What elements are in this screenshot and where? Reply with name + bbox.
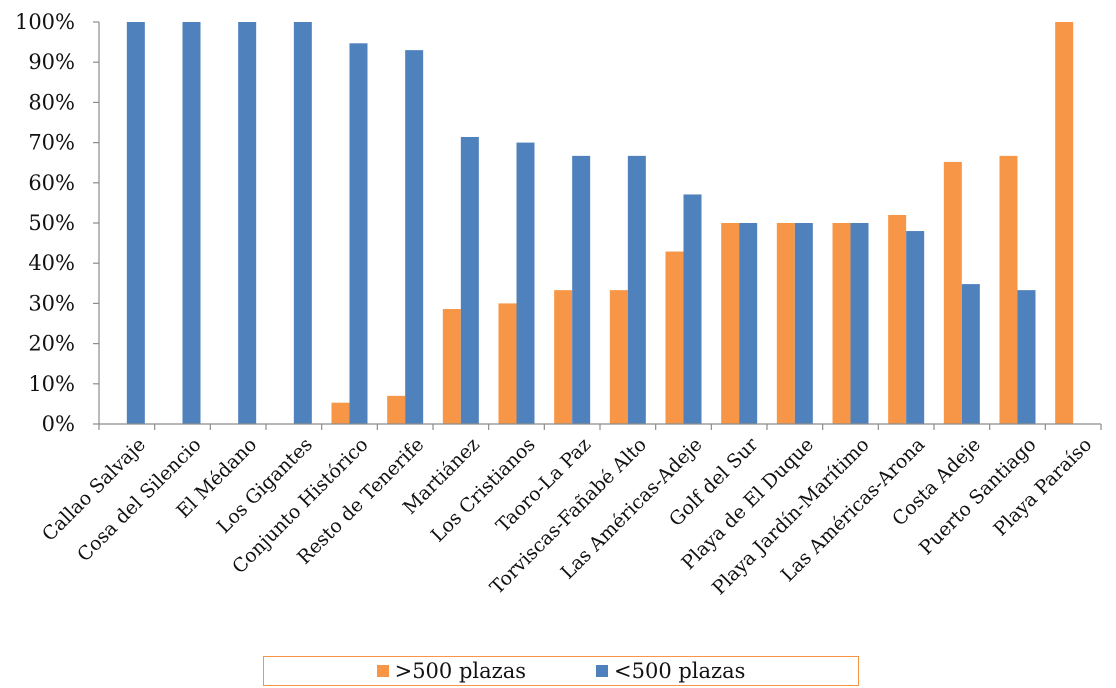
y-tick-label: 90% [28, 50, 75, 74]
bar-over-500 [498, 303, 517, 424]
bar-over-500 [442, 309, 461, 424]
legend-item-over-500: >500 plazas [376, 659, 526, 683]
bar-under-500 [460, 136, 479, 425]
bar-under-500 [238, 22, 257, 424]
bar-under-500 [906, 231, 925, 424]
bar-over-500 [721, 223, 740, 424]
y-tick-label: 20% [28, 332, 75, 356]
bar-over-500 [776, 223, 795, 424]
bar-under-500 [349, 43, 368, 424]
bar-over-500 [609, 290, 628, 424]
bar-under-500 [182, 22, 201, 424]
y-tick-label: 40% [28, 251, 75, 275]
bar-over-500 [832, 223, 851, 424]
bar-over-500 [554, 290, 573, 424]
y-tick-label: 0% [42, 412, 75, 436]
bar-under-500 [739, 223, 758, 424]
y-tick-label: 10% [28, 372, 75, 396]
bar-under-500 [961, 284, 980, 424]
bar-chart: 0% 10% 20% 30% 40% 50% 60% 70% 80% 90% 100% Callao… [15, 10, 1102, 599]
bar-under-500 [516, 142, 535, 424]
y-tick-label: 50% [28, 211, 75, 235]
bar-over-500 [331, 402, 350, 424]
x-category-label: Los Gigantes [213, 434, 317, 538]
legend-label-under-500: <500 plazas [614, 659, 746, 683]
bar-over-500 [999, 155, 1018, 424]
bar-over-500 [888, 214, 907, 424]
bar-under-500 [1017, 290, 1036, 424]
bar-under-500 [794, 223, 813, 424]
legend-label-over-500: >500 plazas [394, 659, 526, 683]
y-tick-label: 70% [28, 131, 75, 155]
bar-under-500 [850, 223, 869, 424]
y-tick-label: 60% [28, 171, 75, 195]
bar-under-500 [293, 22, 312, 424]
bar-under-500 [126, 22, 145, 424]
bar-over-500 [387, 395, 406, 424]
bar-under-500 [405, 50, 424, 424]
y-tick-label: 30% [28, 291, 75, 315]
y-tick-label: 80% [28, 90, 75, 114]
bar-over-500 [1055, 22, 1074, 424]
bar-under-500 [572, 155, 591, 424]
bars [126, 22, 1074, 425]
legend-swatch-under-500 [596, 665, 608, 677]
y-axis-ticks: 0% 10% 20% 30% 40% 50% 60% 70% 80% 90% 100% [15, 10, 99, 436]
y-tick-label: 100% [15, 10, 75, 34]
bar-under-500 [683, 194, 702, 424]
x-axis-ticks [98, 424, 1102, 430]
bar-over-500 [665, 251, 684, 424]
bar-under-500 [627, 155, 646, 424]
x-category-label: Playa Paraíso [989, 434, 1096, 541]
legend: >500 plazas <500 plazas [263, 656, 859, 686]
bar-over-500 [943, 161, 962, 424]
legend-item-under-500: <500 plazas [596, 659, 745, 683]
legend-swatch-over-500 [376, 665, 389, 677]
